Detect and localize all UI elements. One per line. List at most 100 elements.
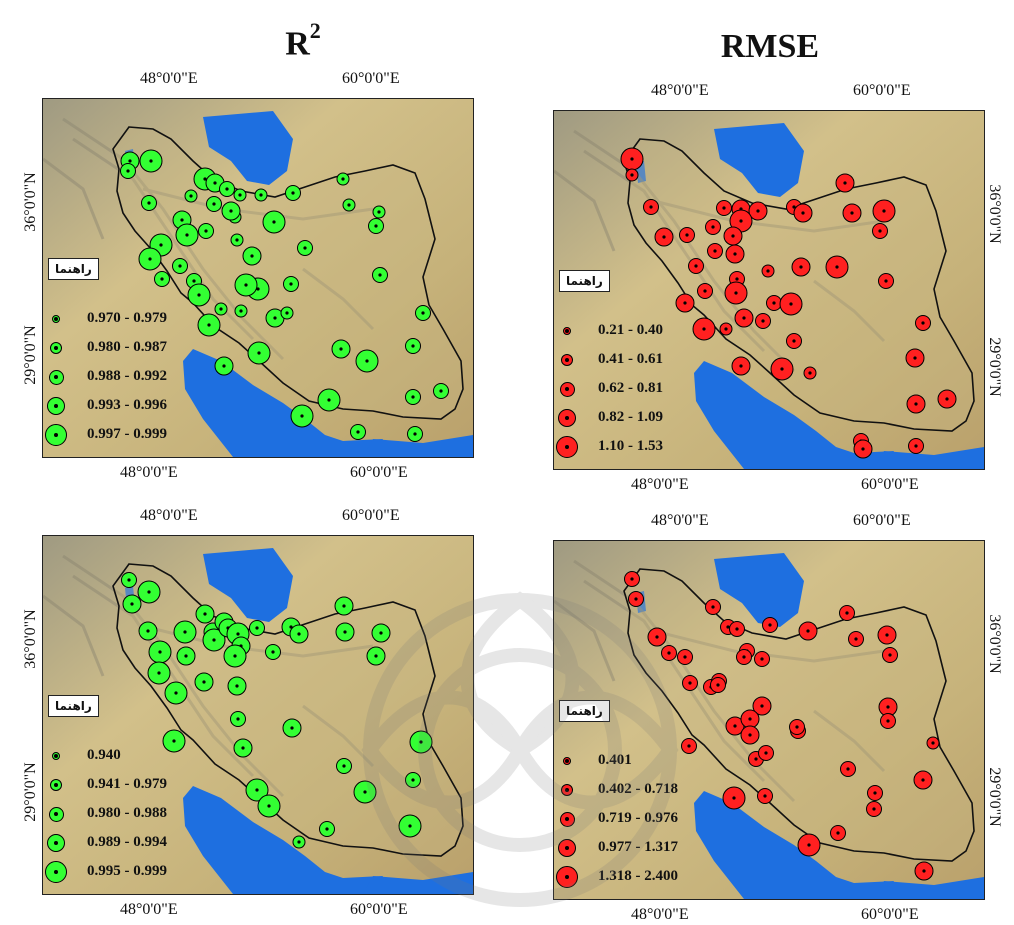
station-center-dot bbox=[763, 794, 767, 798]
station-center-dot bbox=[703, 289, 707, 293]
station-symbols bbox=[120, 149, 449, 442]
legend-label: 0.82 - 1.09 bbox=[598, 409, 663, 425]
map-frame bbox=[42, 535, 474, 895]
legend-label: 0.988 - 0.992 bbox=[87, 368, 167, 384]
lat-tick-36: 36°0'0"N bbox=[22, 609, 39, 669]
station-center-dot bbox=[921, 321, 925, 325]
legend-title: راهنما bbox=[48, 695, 99, 717]
station-center-dot bbox=[235, 684, 239, 688]
station-center-dot bbox=[861, 447, 865, 451]
gulf-of-oman bbox=[874, 447, 984, 469]
relief-map bbox=[43, 99, 473, 457]
station-center-dot bbox=[722, 206, 726, 210]
station-center-dot bbox=[411, 344, 415, 348]
station-center-dot bbox=[374, 224, 378, 228]
station-center-dot bbox=[882, 209, 886, 213]
station-center-dot bbox=[914, 444, 918, 448]
station-center-dot bbox=[756, 209, 760, 213]
station-center-dot bbox=[724, 327, 728, 331]
station-center-dot bbox=[685, 233, 689, 237]
legend-label: 0.970 - 0.979 bbox=[87, 310, 167, 326]
lat-tick-29: 29°0'0"N bbox=[986, 767, 1003, 827]
station-center-dot bbox=[931, 741, 935, 745]
legend-symbol bbox=[52, 752, 60, 760]
caspian-sea bbox=[714, 123, 804, 197]
lon-tick-48-bottom: 48°0'0"E bbox=[120, 901, 178, 918]
station-center-dot bbox=[733, 252, 737, 256]
station-center-dot bbox=[801, 211, 805, 215]
lon-tick-60-top: 60°0'0"E bbox=[853, 82, 911, 99]
station-center-dot bbox=[347, 203, 351, 207]
legend-symbol bbox=[558, 839, 576, 857]
station-center-dot bbox=[945, 397, 949, 401]
station-center-dot bbox=[761, 319, 765, 323]
station-center-dot bbox=[780, 367, 784, 371]
station-center-dot bbox=[662, 235, 666, 239]
persian-gulf bbox=[694, 361, 894, 469]
legend-label: 0.402 - 0.718 bbox=[598, 781, 678, 797]
lon-tick-60-top: 60°0'0"E bbox=[853, 512, 911, 529]
station-center-dot bbox=[255, 788, 259, 792]
caspian-sea bbox=[203, 548, 293, 622]
legend-title: راهنما bbox=[48, 258, 99, 280]
legend-label: 0.980 - 0.987 bbox=[87, 339, 167, 355]
station-center-dot bbox=[239, 309, 243, 313]
station-center-dot bbox=[748, 733, 752, 737]
station-center-dot bbox=[291, 191, 295, 195]
station-center-dot bbox=[197, 293, 201, 297]
legend-symbol bbox=[50, 779, 62, 791]
station-center-dot bbox=[807, 843, 811, 847]
station-center-dot bbox=[342, 764, 346, 768]
station-center-dot bbox=[285, 311, 289, 315]
legend-symbol bbox=[556, 436, 578, 458]
station-center-dot bbox=[921, 778, 925, 782]
station-center-dot bbox=[185, 233, 189, 237]
legend-title: راهنما bbox=[559, 700, 610, 722]
station-symbols bbox=[121, 572, 433, 849]
station-center-dot bbox=[739, 219, 743, 223]
lon-tick-60-bottom: 60°0'0"E bbox=[350, 901, 408, 918]
station-center-dot bbox=[846, 767, 850, 771]
legend-label: 0.989 - 0.994 bbox=[87, 834, 167, 850]
station-center-dot bbox=[760, 657, 764, 661]
station-center-dot bbox=[792, 205, 796, 209]
station-center-dot bbox=[342, 604, 346, 608]
station-center-dot bbox=[850, 211, 854, 215]
station-center-dot bbox=[764, 751, 768, 755]
station-center-dot bbox=[256, 287, 260, 291]
station-center-dot bbox=[413, 432, 417, 436]
station-center-dot bbox=[289, 282, 293, 286]
legend-symbol bbox=[52, 315, 60, 323]
station-center-dot bbox=[667, 651, 671, 655]
gulf-of-oman bbox=[874, 877, 984, 899]
station-center-dot bbox=[843, 181, 847, 185]
station-center-dot bbox=[922, 869, 926, 873]
lat-tick-29: 29°0'0"N bbox=[986, 337, 1003, 397]
legend-symbol bbox=[559, 381, 575, 397]
station-center-dot bbox=[886, 705, 890, 709]
lat-tick-36: 36°0'0"N bbox=[986, 614, 1003, 674]
station-center-dot bbox=[792, 339, 796, 343]
station-center-dot bbox=[272, 220, 276, 224]
station-center-dot bbox=[212, 638, 216, 642]
legend-label: 1.318 - 2.400 bbox=[598, 868, 678, 884]
station-center-dot bbox=[884, 279, 888, 283]
station-center-dot bbox=[303, 246, 307, 250]
station-center-dot bbox=[772, 301, 776, 305]
relief-map bbox=[43, 536, 473, 894]
station-center-dot bbox=[259, 193, 263, 197]
station-center-dot bbox=[731, 234, 735, 238]
station-center-dot bbox=[363, 790, 367, 794]
map-frame bbox=[553, 110, 985, 470]
station-center-dot bbox=[766, 269, 770, 273]
r2-title-base: R bbox=[285, 25, 310, 63]
station-center-dot bbox=[886, 719, 890, 723]
station-center-dot bbox=[236, 717, 240, 721]
station-center-dot bbox=[271, 650, 275, 654]
station-center-dot bbox=[742, 655, 746, 659]
station-center-dot bbox=[222, 364, 226, 368]
legend-label: 0.980 - 0.988 bbox=[87, 805, 167, 821]
rmse-column-title: RMSE bbox=[720, 28, 820, 65]
legend-symbol bbox=[47, 834, 65, 852]
persian-gulf bbox=[694, 791, 894, 899]
